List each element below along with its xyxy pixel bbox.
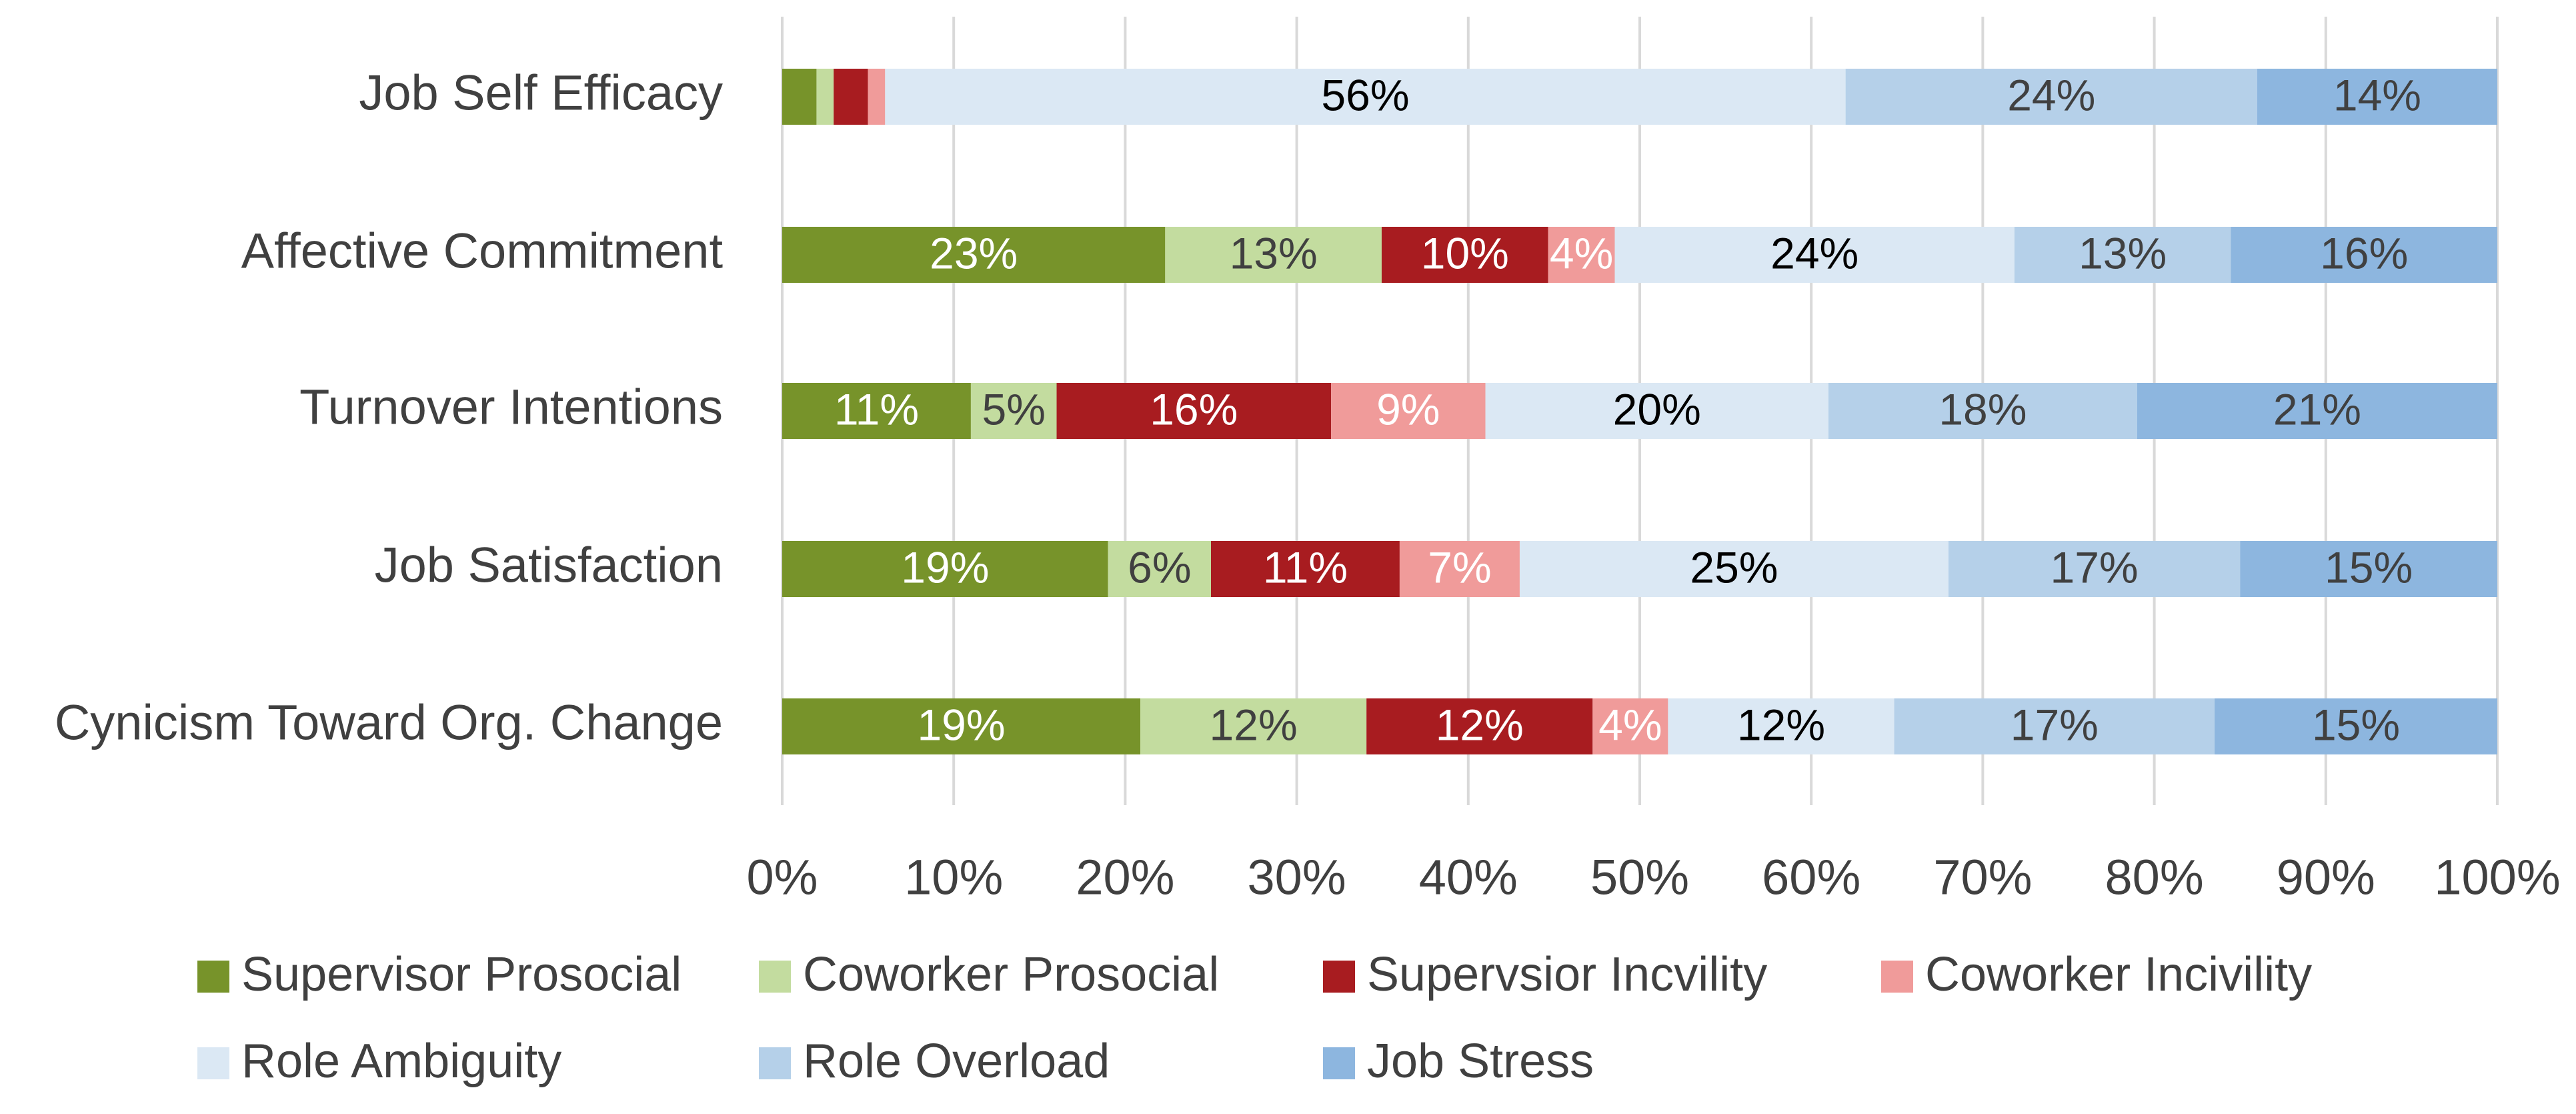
bar-segment <box>1614 227 2015 283</box>
data-label: 12% <box>1737 700 1825 749</box>
bar-segment <box>2240 541 2497 597</box>
bar-segment <box>2231 227 2497 283</box>
x-tick-label: 50% <box>1590 850 1689 905</box>
legend-swatch <box>1881 961 1913 993</box>
x-tick-label: 90% <box>2277 850 2375 905</box>
bar-segment <box>1331 383 1486 439</box>
x-tick-label: 0% <box>747 850 818 905</box>
bar-segment <box>2257 69 2497 125</box>
data-label: 13% <box>1230 228 1318 277</box>
bar-segment <box>1399 541 1520 597</box>
data-label: 24% <box>1770 228 1858 277</box>
data-label: 12% <box>1436 700 1524 749</box>
data-label: 9% <box>1376 384 1440 434</box>
x-tick-label: 60% <box>1762 850 1860 905</box>
data-label: 17% <box>2051 542 2139 592</box>
bar-segment <box>2215 698 2497 754</box>
data-label: 19% <box>901 542 989 592</box>
bar-segment <box>782 541 1108 597</box>
bar-segment <box>2014 227 2231 283</box>
x-tick-label: 20% <box>1076 850 1174 905</box>
y-tick-label: Turnover Intentions <box>299 380 723 435</box>
x-tick-label: 100% <box>2434 850 2560 905</box>
bar-segment <box>1828 383 2137 439</box>
data-label: 23% <box>930 228 1018 277</box>
bar-segment <box>1485 383 1828 439</box>
legend-swatch <box>1323 961 1355 993</box>
bar-segment <box>782 227 1166 283</box>
data-label: 14% <box>2333 70 2421 119</box>
bar-segment <box>868 69 886 125</box>
data-label: 16% <box>1150 384 1238 434</box>
bar-segment <box>1592 698 1668 754</box>
bar-segment <box>885 69 1846 125</box>
x-tick-label: 80% <box>2105 850 2204 905</box>
legend-swatch <box>197 1047 229 1079</box>
legend-label: Coworker Prosocial <box>803 948 1219 1001</box>
y-tick-label: Job Self Efficacy <box>359 65 723 121</box>
legend-label: Role Overload <box>803 1035 1110 1088</box>
y-tick-label: Cynicism Toward Org. Change <box>55 695 723 750</box>
data-label: 16% <box>2320 228 2408 277</box>
data-label: 13% <box>2079 228 2167 277</box>
data-label: 17% <box>2011 700 2099 749</box>
bar-segment <box>1548 227 1615 283</box>
bar-segment <box>1845 69 2257 125</box>
legend-label: Supervsior Incvility <box>1367 948 1767 1001</box>
x-tick-label: 30% <box>1248 850 1346 905</box>
data-label: 11% <box>1263 542 1348 592</box>
legend-label: Role Ambiguity <box>241 1035 561 1088</box>
bar-segment <box>1165 227 1382 283</box>
legend-swatch <box>197 961 229 993</box>
legend-swatch <box>1323 1047 1355 1079</box>
data-label: 6% <box>1128 542 1191 592</box>
data-label: 12% <box>1210 700 1298 749</box>
data-label: 21% <box>2273 384 2361 434</box>
data-label: 25% <box>1690 542 1778 592</box>
legend-swatch <box>759 961 791 993</box>
data-label: 24% <box>2007 70 2095 119</box>
bar-segment <box>782 698 1141 754</box>
bar-segment <box>1519 541 1949 597</box>
legend-label: Supervisor Prosocial <box>241 948 682 1001</box>
y-tick-label: Affective Commitment <box>241 223 724 279</box>
data-label: 4% <box>1550 228 1613 277</box>
bar-segment <box>782 69 817 125</box>
data-label: 4% <box>1598 700 1662 749</box>
bar-segment <box>1366 698 1593 754</box>
bar-segment <box>2137 383 2497 439</box>
bar-segment <box>1211 541 1400 597</box>
data-label: 18% <box>1939 384 2027 434</box>
data-label: 5% <box>982 384 1046 434</box>
bar-segment <box>834 69 868 125</box>
y-tick-label: Job Satisfaction <box>375 538 723 593</box>
x-tick-label: 40% <box>1419 850 1518 905</box>
legend-label: Coworker Incivility <box>1925 948 2312 1001</box>
bar-segment <box>816 69 834 125</box>
x-tick-label: 10% <box>904 850 1003 905</box>
legend-label: Job Stress <box>1367 1035 1594 1088</box>
data-label: 10% <box>1421 228 1509 277</box>
data-label: 7% <box>1428 542 1491 592</box>
bar-segment <box>1108 541 1211 597</box>
data-label: 20% <box>1613 384 1701 434</box>
bar-segment <box>1668 698 1894 754</box>
data-label: 11% <box>834 384 919 434</box>
data-label: 15% <box>2325 542 2413 592</box>
bar-segment <box>1056 383 1332 439</box>
bar-segment <box>1140 698 1367 754</box>
data-label: 56% <box>1321 70 1409 119</box>
data-label: 15% <box>2312 700 2400 749</box>
bar-segment <box>970 383 1057 439</box>
bar-segment <box>1948 541 2241 597</box>
legend-swatch <box>759 1047 791 1079</box>
data-label: 19% <box>917 700 1005 749</box>
bar-segment <box>1381 227 1548 283</box>
bar-segment <box>782 383 971 439</box>
bar-segment <box>1894 698 2215 754</box>
x-tick-label: 70% <box>1933 850 2032 905</box>
